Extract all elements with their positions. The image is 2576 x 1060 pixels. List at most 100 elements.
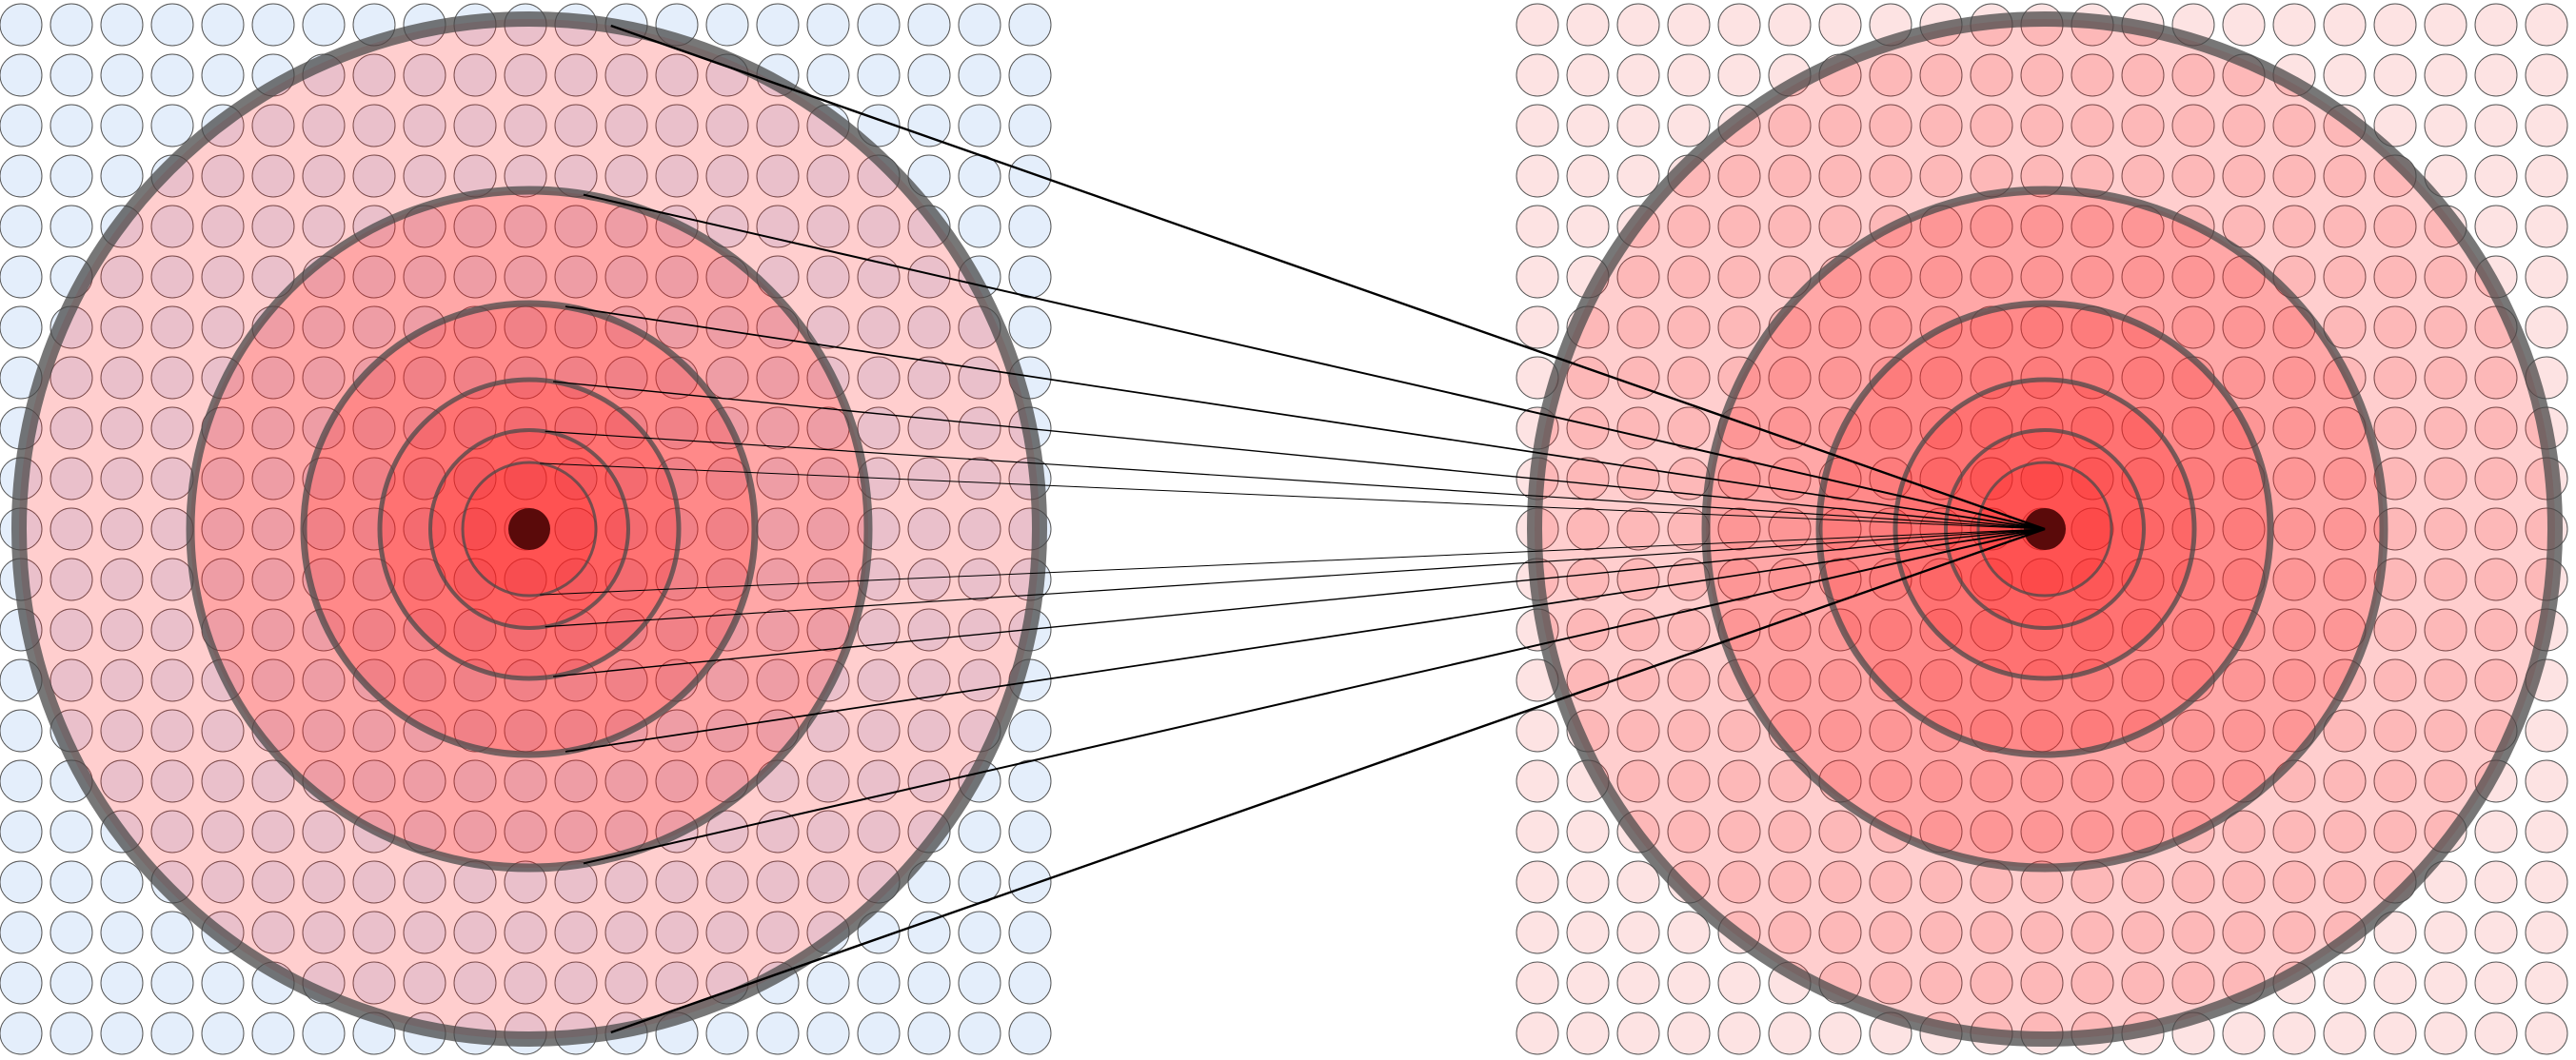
grid-cell (806, 457, 850, 501)
grid-cell (453, 709, 497, 753)
grid-cell (1667, 3, 1711, 47)
grid-cell (857, 205, 901, 248)
grid-cell (554, 658, 598, 702)
grid-cell (352, 305, 396, 349)
grid-cell (1566, 406, 1610, 450)
grid-cell (1869, 154, 1912, 198)
grid-cell (1970, 558, 2013, 601)
grid-cell (403, 507, 446, 551)
grid-cell (302, 709, 346, 753)
grid-cell (50, 558, 93, 601)
grid-cell (958, 406, 1001, 450)
grid-cell (0, 1011, 43, 1055)
grid-cell (1616, 558, 1660, 601)
grid-cell (1516, 860, 1559, 904)
grid-cell (504, 759, 547, 803)
grid-cell (150, 608, 194, 652)
grid-cell (2474, 810, 2518, 854)
grid-cell (1566, 205, 1610, 248)
grid-cell (2373, 305, 2417, 349)
grid-cell (2272, 205, 2316, 248)
grid-cell (907, 3, 951, 47)
grid-cell (453, 961, 497, 1005)
grid-cell (2272, 658, 2316, 702)
grid-cell (1516, 3, 1559, 47)
grid-cell (1818, 205, 1862, 248)
grid-cell (2474, 457, 2518, 501)
grid-cell (1970, 961, 2013, 1005)
grid-cell (50, 810, 93, 854)
grid-cell (201, 860, 245, 904)
grid-cell (2272, 1011, 2316, 1055)
grid-cell (352, 658, 396, 702)
grid-cell (0, 810, 43, 854)
grid-cell (453, 255, 497, 299)
grid-cell (806, 810, 850, 854)
grid-cell (2373, 104, 2417, 147)
grid-cell (1768, 104, 1812, 147)
grid-cell (1869, 255, 1912, 299)
grid-cell (504, 810, 547, 854)
grid-cell (2020, 810, 2064, 854)
grid-cell (2525, 104, 2568, 147)
grid-cell (1768, 608, 1812, 652)
grid-cell (453, 205, 497, 248)
grid-cell (1616, 759, 1660, 803)
grid-cell (554, 810, 598, 854)
grid-cell (907, 709, 951, 753)
grid-cell (352, 255, 396, 299)
grid-cell (1008, 810, 1052, 854)
zone-ring (1892, 377, 2197, 681)
grid-cell (958, 911, 1001, 954)
grid-cell (1818, 305, 1862, 349)
grid-cell (907, 658, 951, 702)
grid-cell (1919, 961, 1963, 1005)
grid-cell (958, 205, 1001, 248)
grid-cell (201, 305, 245, 349)
grid-cell (2071, 457, 2114, 501)
grid-cell (857, 658, 901, 702)
grid-cell (251, 911, 295, 954)
grid-cell (2373, 709, 2417, 753)
grid-cell (2474, 911, 2518, 954)
grid-cell (1869, 961, 1912, 1005)
grid-cell (2474, 507, 2518, 551)
zone-ring (300, 300, 759, 758)
grid-cell (352, 154, 396, 198)
grid-cell (50, 658, 93, 702)
grid-cell (1667, 356, 1711, 400)
grid-cell (1616, 658, 1660, 702)
grid-cell (756, 406, 800, 450)
grid-cell (302, 1011, 346, 1055)
grid-cell (1566, 154, 1610, 198)
grid-cell (655, 305, 699, 349)
zone-ring (428, 428, 630, 630)
grid-cell (1566, 961, 1610, 1005)
grid-cell (958, 104, 1001, 147)
grid-cell (302, 911, 346, 954)
grid-cell (2272, 406, 2316, 450)
grid-cell (756, 658, 800, 702)
grid-cell (352, 759, 396, 803)
grid-cell (1516, 961, 1559, 1005)
grid-cell (705, 860, 749, 904)
grid-cell (2171, 305, 2215, 349)
grid-cell (604, 911, 648, 954)
grid-cell (604, 558, 648, 601)
grid-cell (2525, 709, 2568, 753)
grid-cell (2222, 810, 2266, 854)
grid-cell (453, 759, 497, 803)
grid-cell (958, 53, 1001, 97)
grid-cell (100, 507, 144, 551)
grid-cell (1008, 961, 1052, 1005)
grid-cell (1818, 3, 1862, 47)
grid-cell (1768, 255, 1812, 299)
grid-cell (150, 1011, 194, 1055)
grid-cell (958, 558, 1001, 601)
grid-cell (1717, 53, 1761, 97)
grid-cell (2272, 558, 2316, 601)
grid-cell (1616, 305, 1660, 349)
zone-ring (1815, 300, 2274, 758)
grid-cell (150, 406, 194, 450)
grid-cell (2373, 810, 2417, 854)
